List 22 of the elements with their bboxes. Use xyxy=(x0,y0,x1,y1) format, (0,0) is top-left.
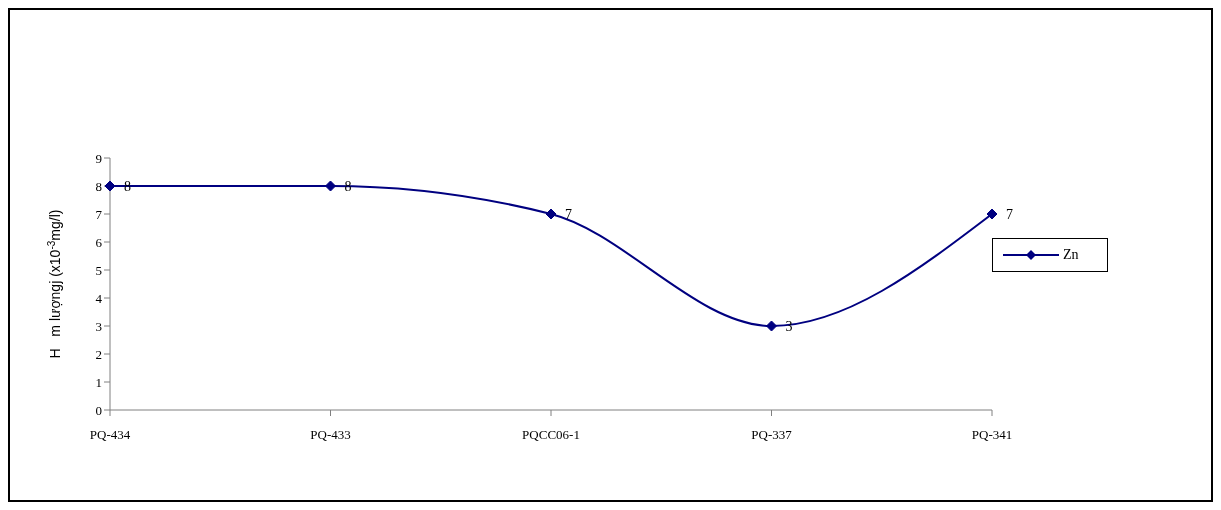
y-tick-label: 1 xyxy=(95,374,102,390)
y-tick-label: 0 xyxy=(95,402,102,418)
x-tick-label: PQ-433 xyxy=(310,427,351,443)
y-tick-label: 9 xyxy=(95,150,102,166)
y-tick-label: 2 xyxy=(95,346,102,362)
y-tick-label: 6 xyxy=(95,234,103,250)
point xyxy=(766,320,777,332)
y-tick-label: 4 xyxy=(95,290,103,306)
x-tick-label: PQ-337 xyxy=(751,427,793,443)
point xyxy=(325,180,336,192)
data-label: 7 xyxy=(565,206,572,222)
y-tick-label: 3 xyxy=(95,318,102,334)
point xyxy=(545,208,557,220)
x-tick-label: PQ-434 xyxy=(89,427,131,443)
y-tick-label: 5 xyxy=(95,262,102,278)
legend-label: Zn xyxy=(1063,247,1079,263)
x-tick-label: PQCC06-1 xyxy=(522,427,580,443)
y-tick-label: 7 xyxy=(95,206,103,222)
data-label: 7 xyxy=(1006,206,1013,222)
point xyxy=(986,208,998,220)
y-tick-label: 8 xyxy=(95,178,102,194)
x-tick-label: PQ-341 xyxy=(971,427,1013,443)
